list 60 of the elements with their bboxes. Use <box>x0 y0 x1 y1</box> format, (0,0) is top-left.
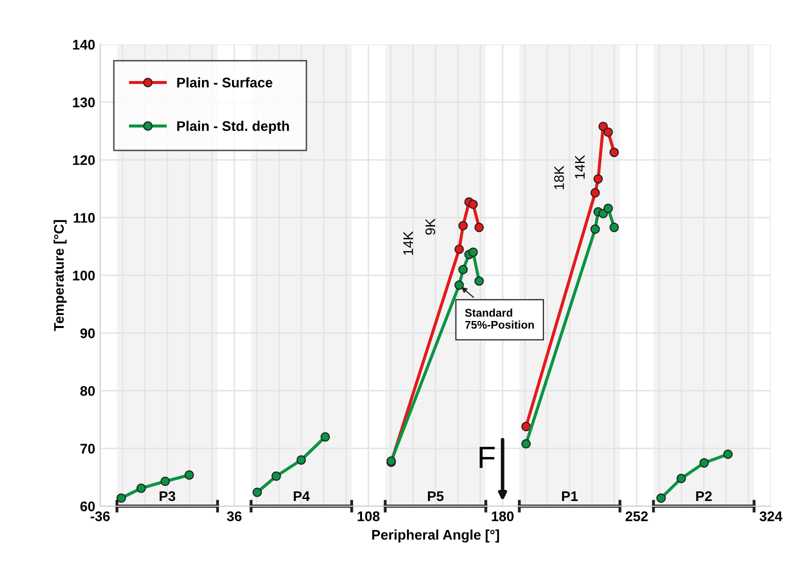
x-tick-label: -36 <box>90 511 110 522</box>
y-tick-label: 80 <box>80 386 95 396</box>
annotation: 14K <box>575 155 585 179</box>
point <box>521 439 531 449</box>
x-tick-label: 252 <box>626 511 648 522</box>
annotation: 9K <box>425 218 436 235</box>
point <box>160 476 170 486</box>
point <box>598 122 608 132</box>
point <box>454 244 464 254</box>
x-axis-title: Peripheral Angle [°] <box>372 530 499 543</box>
point <box>609 148 619 158</box>
point <box>603 204 613 214</box>
point <box>723 450 733 459</box>
y-tick-label: 70 <box>80 444 95 454</box>
point <box>656 493 666 503</box>
point <box>320 432 330 442</box>
point <box>521 422 531 432</box>
x-tick-label: 108 <box>358 511 380 522</box>
band-label: P2 <box>696 491 712 501</box>
y-tick-label: 110 <box>74 212 95 223</box>
y-tick-label: 90 <box>80 328 95 338</box>
point <box>468 200 478 210</box>
point <box>590 224 600 234</box>
x-tick-label: 324 <box>760 511 782 522</box>
point <box>590 188 600 198</box>
point <box>593 174 603 184</box>
band-label: P4 <box>294 491 310 501</box>
point <box>458 220 468 230</box>
y-tick-label: 100 <box>73 270 95 280</box>
point <box>609 222 619 232</box>
point <box>454 280 464 290</box>
y-tick-label: 60 <box>80 501 95 512</box>
band-label: P1 <box>562 491 578 501</box>
point <box>468 248 478 257</box>
point <box>474 276 484 286</box>
point <box>474 222 484 232</box>
annotation: Standard 75%-Position <box>465 308 534 329</box>
band-label: P3 <box>160 491 176 502</box>
annotation: 14K <box>403 231 413 255</box>
point <box>184 470 194 480</box>
legend-label: Plain - Std. depth <box>177 120 289 134</box>
point <box>116 493 126 503</box>
y-tick-label: 130 <box>73 98 95 108</box>
point <box>458 264 468 274</box>
point <box>136 484 146 493</box>
y-tick-label: 120 <box>73 155 95 166</box>
annotation: F <box>480 446 495 468</box>
legend-label: Plain - Surface <box>177 77 272 88</box>
x-tick-label: 36 <box>226 511 242 522</box>
band-label: P5 <box>428 491 444 502</box>
point <box>272 471 281 481</box>
point <box>699 458 709 468</box>
point <box>676 474 686 484</box>
y-axis-title: Temperature [°C] <box>54 220 67 332</box>
point <box>252 488 262 498</box>
annotation: 18K <box>554 166 564 190</box>
point <box>296 455 306 465</box>
point <box>603 127 613 137</box>
x-tick-label: 180 <box>492 511 514 522</box>
y-tick-label: 140 <box>73 40 95 50</box>
